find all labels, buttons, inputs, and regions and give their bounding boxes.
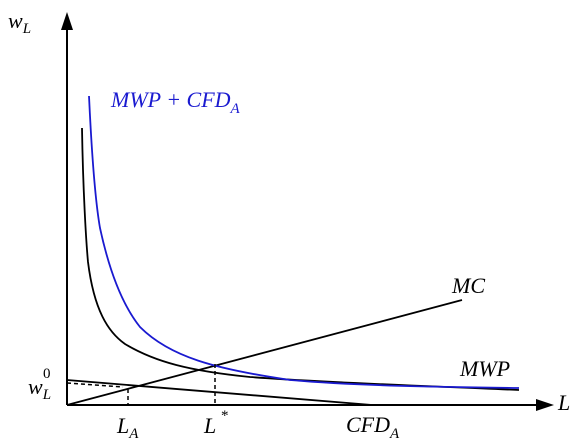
mwp-curve [81,127,520,391]
lstar-label-sup: * [221,408,229,424]
x-axis-arrowhead [536,399,554,411]
mwp-plus-cfd-curve [88,95,520,389]
mwp-plus-cfd-label-sub: A [230,101,241,117]
mc-line [66,299,463,406]
mc-label: MC [451,273,485,298]
mwp-plus-cfd-label: MWP + CFDA [110,87,241,117]
la-label-base: L [116,413,129,438]
cfd-line [66,379,373,406]
w0-label-base: w [28,374,43,399]
cfd-label-main: CFD [346,412,390,437]
cfd-label: CFDA [346,412,400,442]
w0-label-sub: L [42,387,51,403]
la-label-sub: A [128,426,139,442]
mwp-plus-cfd-label-main: MWP + CFD [110,87,231,112]
w0-dashed-line [66,382,124,388]
x-axis-label: L [557,390,570,415]
lstar-label: L [203,413,216,438]
mwp-label: MWP [459,356,510,381]
w0-label-sup: 0 [43,366,51,382]
la-label: LA [116,413,139,442]
cfd-label-sub: A [389,426,400,442]
y-axis-label-sub: L [22,21,31,37]
y-axis-label-base: w [8,8,23,33]
y-axis-label: wL [8,8,31,37]
y-axis-arrowhead [61,12,73,30]
w0-label: wL [28,374,51,403]
